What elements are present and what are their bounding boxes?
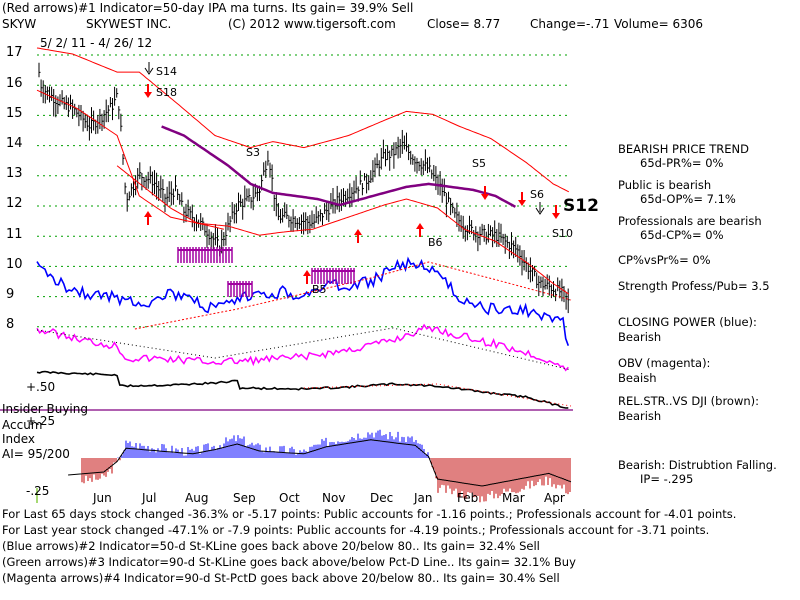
buy-arrow-head — [354, 229, 362, 235]
relstr-status: Bearish — [618, 409, 662, 423]
accum-label: Accum — [2, 418, 43, 432]
closing-power-line — [36, 256, 570, 346]
x-tick-label: Jul — [142, 491, 157, 505]
x-tick-label: Nov — [322, 491, 346, 505]
y-tick-label: 8 — [6, 317, 15, 332]
footer-blue-arrows: (Blue arrows)#2 Indicator=50-d St-KLine … — [2, 539, 540, 553]
y-tick-label: 10 — [6, 257, 23, 272]
footer-green-arrows: (Green arrows)#3 Indicator=90-d St-KLine… — [2, 555, 576, 569]
ip-value: IP= -.295 — [640, 472, 694, 486]
footer-magenta-arrows: (Magenta arrows)#4 Indicator=90-d St-Pct… — [2, 571, 560, 585]
strength-value: Strength Profess/Pub= 3.5 — [618, 279, 770, 293]
x-tick-label: Dec — [370, 491, 394, 505]
relstr-label: REL.STR..VS DJI (brown): — [618, 394, 760, 408]
signal-s14: S14 — [156, 65, 177, 78]
signal-arrow — [535, 202, 545, 215]
x-tick-label: Feb — [457, 491, 479, 505]
y-tick-label: 14 — [6, 136, 23, 151]
distribution-label: Bearish: Distrubtion Falling. — [618, 458, 777, 472]
closing-power-status: Bearish — [618, 330, 662, 344]
signal-s12: S12 — [563, 196, 599, 216]
x-tick-label: Jan — [414, 491, 433, 505]
signal-s18: S18 — [156, 86, 177, 99]
pr-value: 65d-PR%= 0% — [640, 156, 724, 170]
insider-buying-label: Insider Buying — [2, 402, 88, 416]
closing-power-trend — [134, 261, 572, 330]
volume-value: Volume= 6306 — [614, 17, 704, 31]
ma50-line — [161, 125, 516, 208]
y-tick-label: 11 — [6, 227, 23, 242]
buy-arrow-head — [416, 223, 424, 229]
obv-status: Beaish — [618, 371, 657, 385]
obv-label: OBV (magenta): — [618, 356, 711, 370]
company-name: SKYWEST INC. — [86, 17, 172, 31]
footer-65-days: For Last 65 days stock changed -36.3% or… — [2, 507, 737, 521]
pros-bearish: Professionals are bearish — [618, 214, 762, 228]
y-tick-label: 13 — [6, 166, 23, 181]
signal-s3: S3 — [246, 146, 260, 159]
signal-s5: S5 — [472, 157, 486, 170]
y-tick-label: 17 — [6, 45, 23, 60]
cpvspr-value: CP%vsPr%= 0% — [618, 253, 711, 267]
buy-arrow-head — [144, 211, 152, 217]
ticker-symbol: SKYW — [2, 17, 37, 31]
obv-trend — [36, 327, 572, 371]
op-value: 65d-OP%= 7.1% — [640, 192, 736, 206]
y-tick-label: 15 — [6, 106, 23, 121]
sell-arrow-head — [481, 194, 489, 200]
x-tick-label: Mar — [502, 491, 525, 505]
signal-s6: S6 — [530, 188, 544, 201]
relstr-trend — [303, 383, 572, 407]
y-tick-label: 9 — [6, 287, 15, 302]
sell-arrow-head — [518, 200, 526, 206]
relstr-level-label: +.50 — [26, 380, 56, 394]
signal-b5: B5 — [312, 283, 327, 296]
change-value: Change=-.71 — [530, 17, 610, 31]
lower-band — [36, 89, 570, 295]
x-tick-label: Aug — [185, 491, 209, 505]
cp-value: 65d-CP%= 0% — [640, 228, 724, 242]
x-tick-label: Jun — [93, 491, 112, 505]
x-tick-label: Oct — [279, 491, 300, 505]
accum-level-minus25: -.25 — [26, 484, 50, 498]
sell-arrow-head — [144, 92, 152, 98]
close-value: Close= 8.77 — [427, 17, 501, 31]
x-tick-label: Apr — [544, 491, 565, 505]
footer-last-year: For Last year stock changed -47.1% or -7… — [2, 523, 710, 537]
closing-power-label: CLOSING POWER (blue): — [618, 315, 757, 329]
sell-arrow-head — [552, 213, 560, 219]
signal-arrow — [144, 62, 154, 75]
accum-level-plus25: +.25 — [26, 414, 56, 428]
relstr-line — [36, 370, 569, 409]
x-tick-label: Sep — [233, 491, 256, 505]
upper-band — [36, 47, 570, 193]
indicator-header: (Red arrows)#1 Indicator=50-day IPA ma t… — [2, 1, 414, 15]
accum-ma-line — [68, 439, 572, 487]
date-range: 5/ 2/ 11 - 4/ 26/ 12 — [40, 36, 153, 50]
signal-b6: B6 — [428, 236, 443, 249]
bearish-price-trend: BEARISH PRICE TREND — [618, 142, 750, 156]
index-label: Index — [2, 432, 36, 446]
inner-band — [116, 165, 225, 230]
obv-line — [36, 323, 569, 372]
signal-s10: S10 — [552, 227, 573, 240]
ai-value: AI= 95/200 — [2, 447, 70, 461]
y-tick-label: 12 — [6, 196, 23, 211]
copyright: (C) 2012 www.tigersoft.com — [228, 17, 396, 31]
buy-arrow-head — [303, 270, 311, 276]
public-bearish: Public is bearish — [618, 178, 712, 192]
y-tick-label: 16 — [6, 76, 23, 91]
